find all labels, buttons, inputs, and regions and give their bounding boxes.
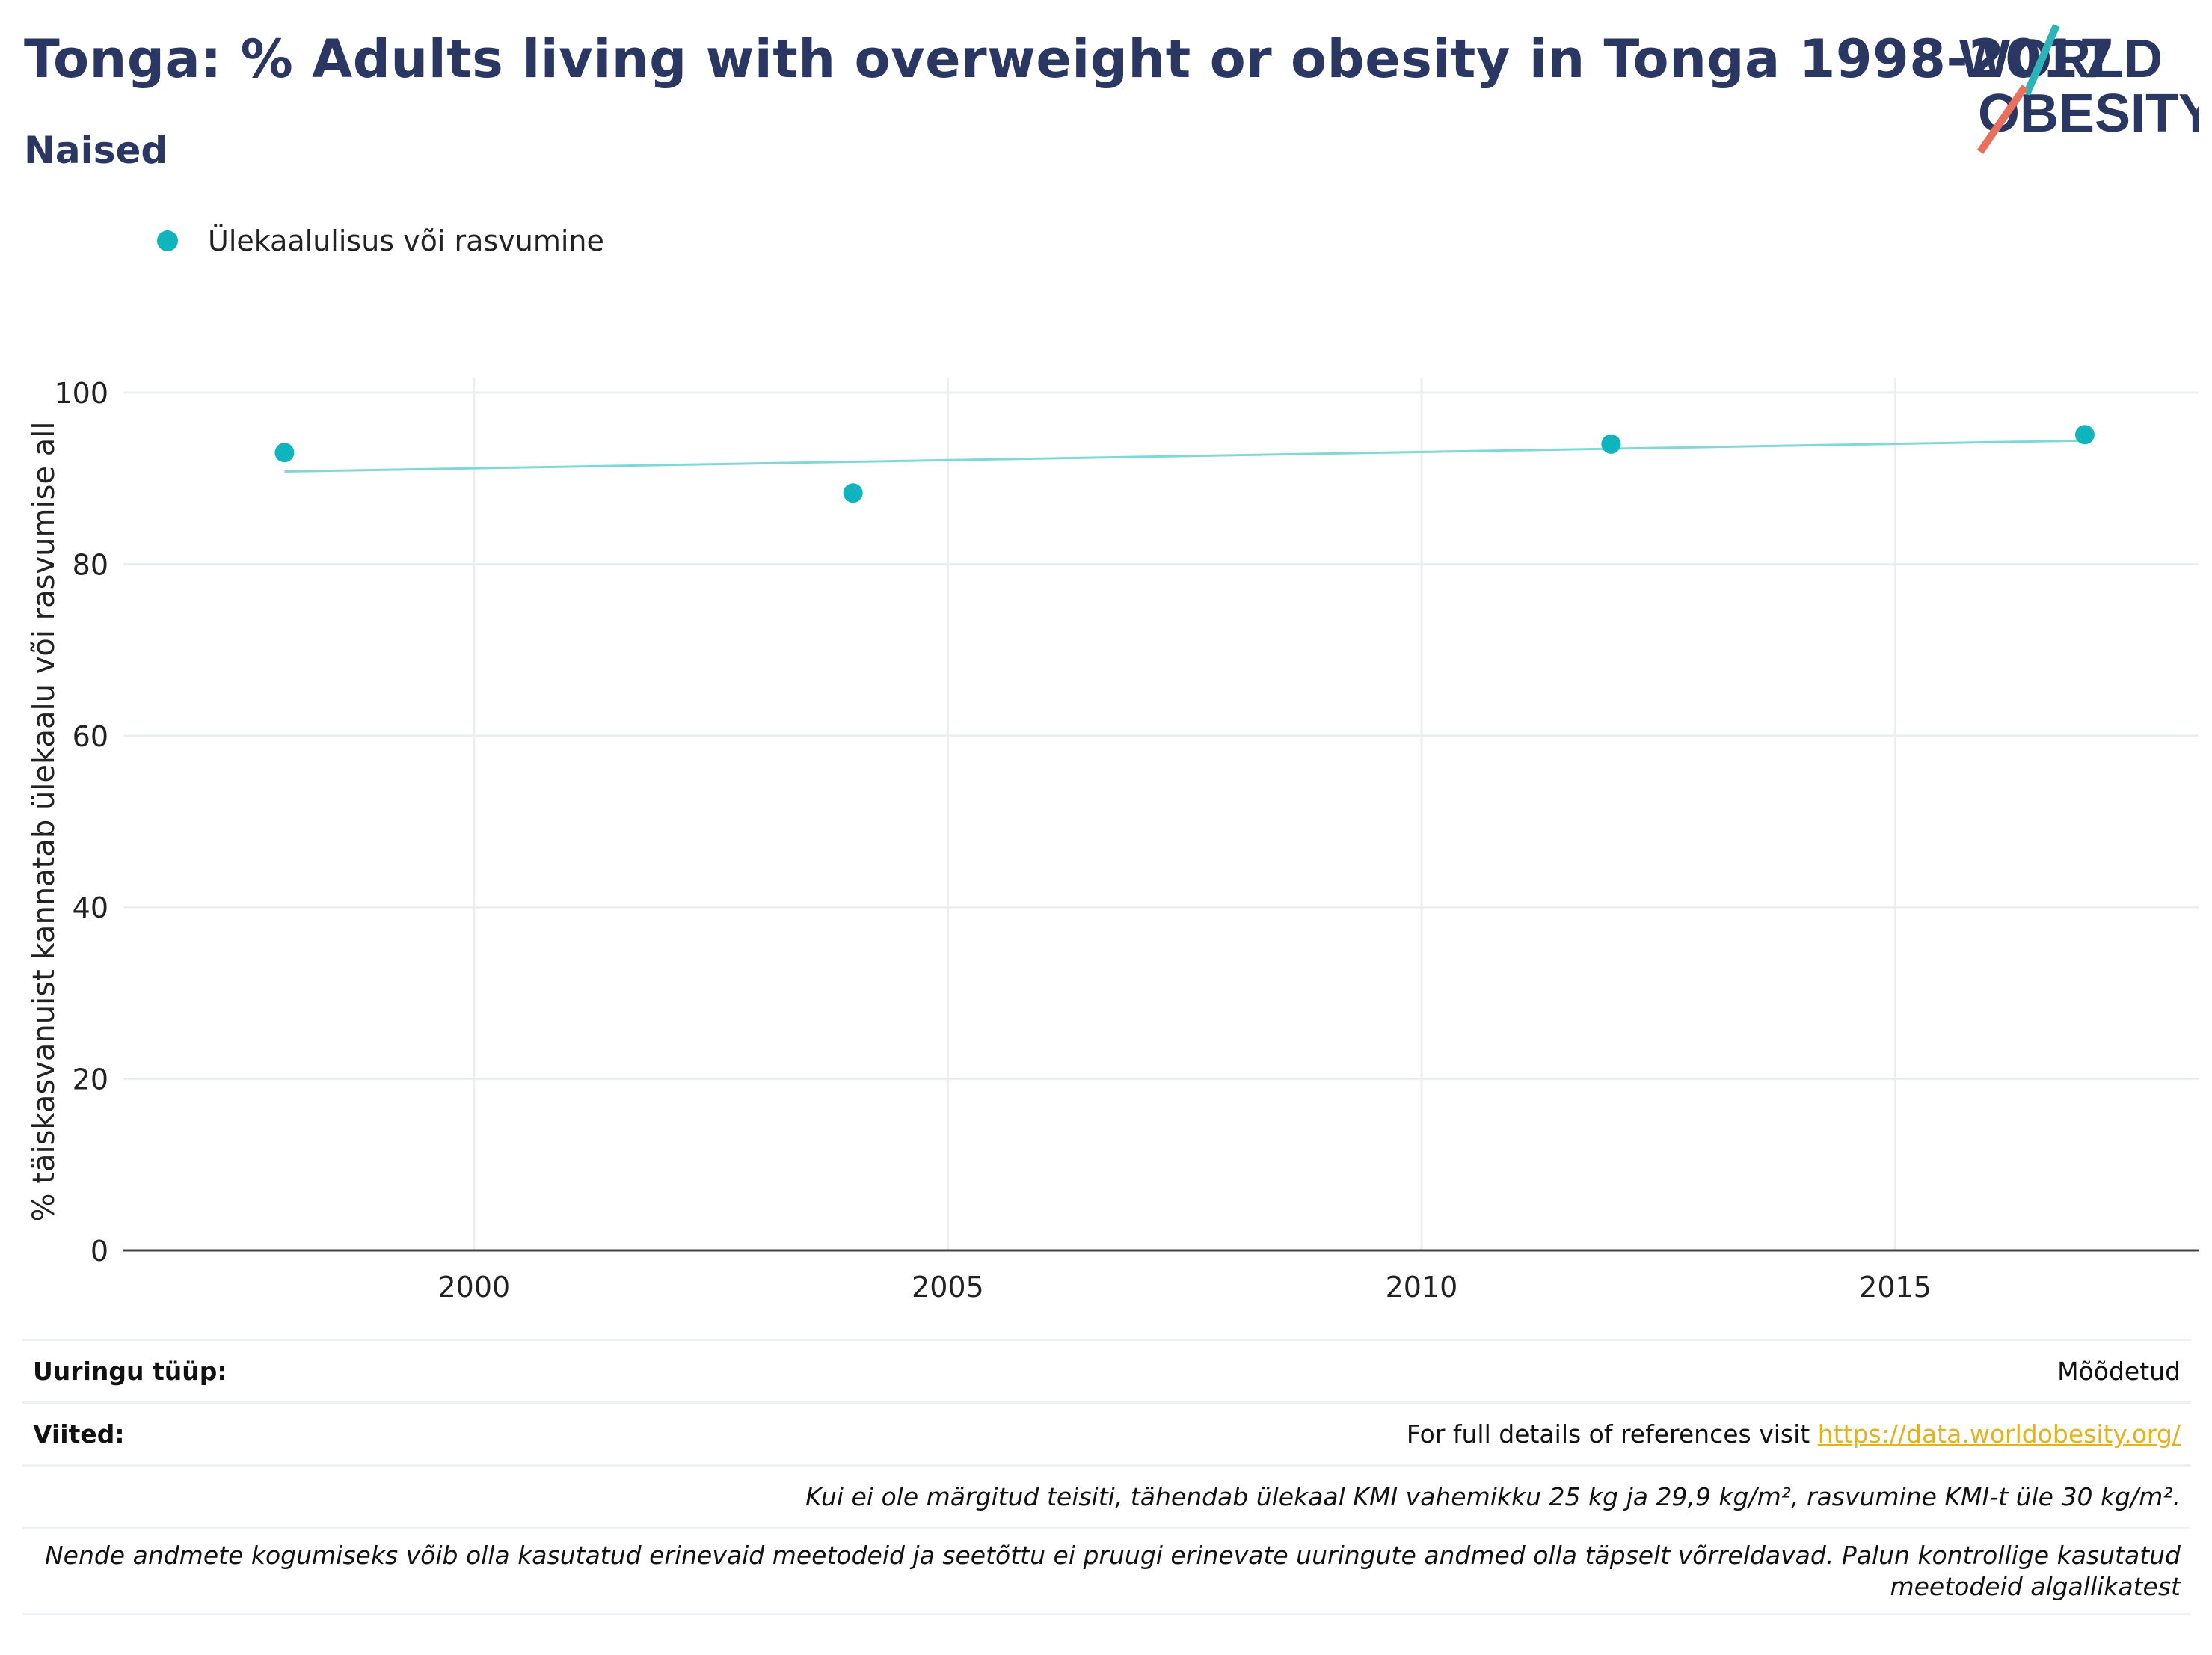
legend-marker [157,230,178,251]
data-point [2074,425,2095,445]
logo-red-slash [1976,85,2029,154]
x-tick-label: 2015 [1859,1271,1932,1304]
legend-label: Ülekaalulisus või rasvumine [208,224,604,257]
survey-type-label: Uuringu tüüp: [33,1357,227,1386]
data-point [1601,434,1621,454]
chart: 0 20 40 60 80 100 2000 2005 2010 2015 % täiskasvan… [27,377,2199,1304]
y-tick-label: 0 [90,1235,108,1268]
y-tick-label: 40 [73,891,108,924]
data-point [274,443,295,463]
world-obesity-logo: WORLD OBESITY [1959,24,2199,154]
logo-word-world: WORLD [1959,29,2163,89]
y-tick-label: 60 [73,720,108,753]
survey-type-row: Uuringu tüüp: Mõõdetud [22,1339,2191,1401]
methods-note-row: Nende andmete kogumiseks võib olla kasut… [22,1527,2191,1615]
y-tick-label: 100 [54,377,108,410]
chart-subtitle: Naised [24,129,168,172]
survey-type-value: Mõõdetud [2057,1357,2181,1386]
data-point [843,483,863,503]
references-text: For full details of references visit [1406,1419,1818,1449]
legend: Ülekaalulisus või rasvumine [157,224,604,257]
references-row: Viited: For full details of references v… [22,1401,2191,1464]
y-axis-title: % täiskasvanuist kannatab ülekaalu või r… [27,422,61,1222]
methods-note: Nende andmete kogumiseks võib olla kasut… [44,1541,2181,1601]
logo-word-obesity: OBESITY [1978,84,2199,144]
x-tick-label: 2005 [912,1271,984,1304]
x-tick-label: 2010 [1386,1271,1458,1304]
y-tick-label: 80 [73,548,108,581]
references-link[interactable]: https://data.worldobesity.org/ [1817,1419,2181,1449]
references-label: Viited: [33,1419,125,1449]
trend-line [284,439,2085,473]
bmi-note: Kui ei ole märgitud teisiti, tähendab ül… [805,1482,2181,1511]
footer-table: Uuringu tüüp: Mõõdetud Viited: For full … [22,1339,2191,1615]
chart-title: Tonga: % Adults living with overweight o… [24,28,2116,90]
y-tick-label: 20 [73,1063,108,1096]
references-value: For full details of references visit htt… [1407,1419,2181,1449]
logo-teal-slash [2023,24,2060,96]
x-tick-label: 2000 [437,1271,510,1304]
bmi-note-row: Kui ei ole märgitud teisiti, tähendab ül… [22,1464,2191,1527]
